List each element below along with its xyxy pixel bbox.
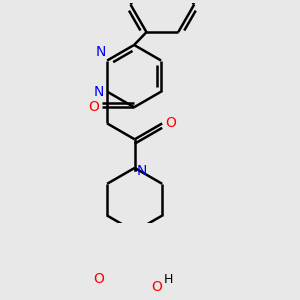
- Text: O: O: [165, 116, 176, 130]
- Text: O: O: [93, 272, 104, 286]
- Text: N: N: [96, 45, 106, 58]
- Text: N: N: [136, 164, 147, 178]
- Text: O: O: [88, 100, 99, 114]
- Text: H: H: [164, 273, 173, 286]
- Text: N: N: [94, 85, 104, 99]
- Text: O: O: [151, 280, 162, 294]
